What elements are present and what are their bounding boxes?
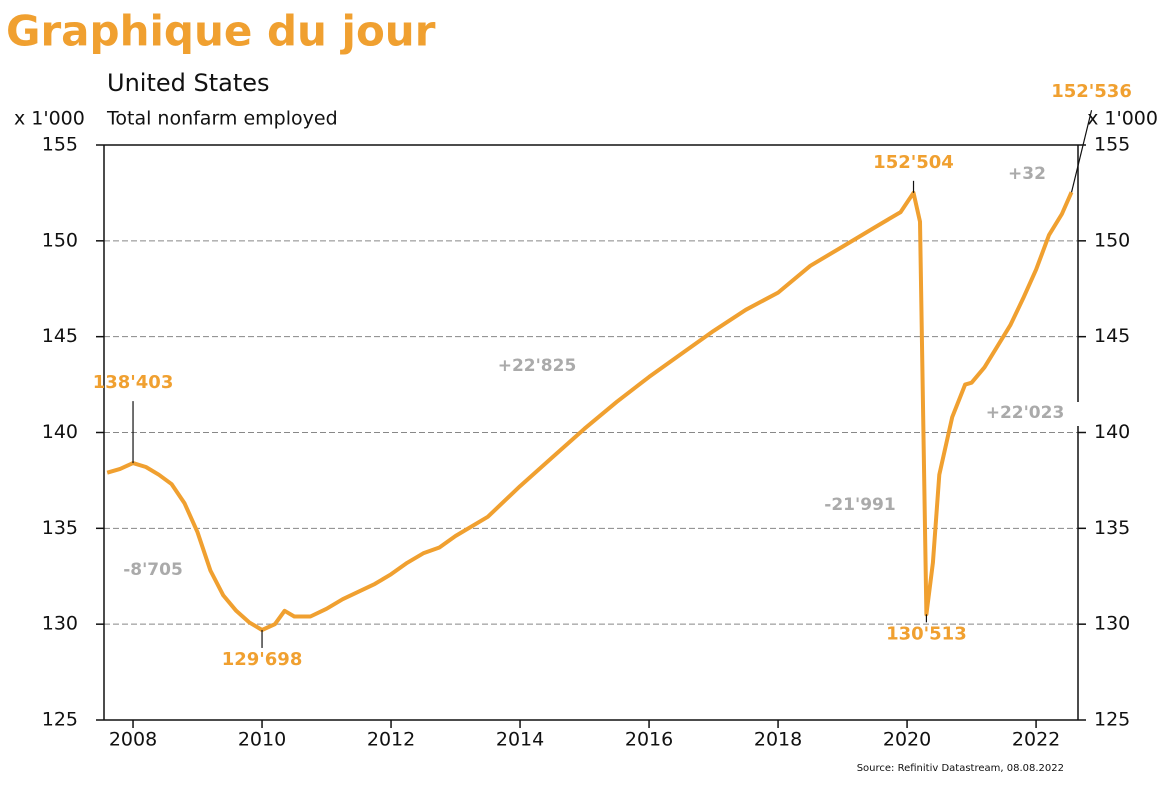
y-tick-label: 140 [42, 421, 78, 443]
change-label: -21'991 [824, 495, 895, 515]
x-tick-label: 2010 [238, 729, 286, 751]
y-axis-label: Total nonfarm employed [106, 108, 338, 130]
y-tick-label: 125 [42, 709, 78, 731]
change-label: +22'023 [986, 403, 1065, 423]
y2-tick-label: 145 [1094, 325, 1130, 347]
y-tick-label: 130 [42, 613, 78, 635]
leader [1070, 110, 1093, 193]
y2-tick-label: 140 [1094, 421, 1130, 443]
y-tick-label: 135 [42, 517, 78, 539]
x-tick-label: 2014 [496, 729, 544, 751]
chart-title: Graphique du jour [6, 7, 436, 56]
unit-label: x 1'000 [14, 108, 85, 130]
y2-tick-label: 155 [1094, 134, 1130, 156]
y-tick-label: 150 [42, 229, 78, 251]
y-tick-label: 145 [42, 325, 78, 347]
x-tick-label: 2008 [109, 729, 157, 751]
point-label: 152'504 [873, 152, 954, 173]
x-tick-label: 2012 [367, 729, 415, 751]
y2-tick-label: 150 [1094, 229, 1130, 251]
y2-tick-label: 130 [1094, 613, 1130, 635]
y2-tick-label: 135 [1094, 517, 1130, 539]
point-label: 129'698 [222, 649, 303, 670]
point-label: 138'403 [93, 372, 174, 393]
y-tick-label: 155 [42, 134, 78, 156]
change-label: +22'825 [498, 356, 577, 376]
point-label: 152'536 [1051, 81, 1132, 102]
source: Source: Refinitiv Datastream, 08.08.2022 [857, 763, 1064, 774]
x-tick-label: 2018 [754, 729, 802, 751]
change-label: +32 [1008, 164, 1046, 184]
x-tick-label: 2022 [1012, 729, 1060, 751]
label-gap [1072, 402, 1084, 426]
y2-tick-label: 125 [1094, 709, 1130, 731]
chart-subtitle: United States [107, 69, 270, 97]
unit-label-right: x 1'000 [1087, 108, 1158, 130]
x-tick-label: 2016 [625, 729, 673, 751]
point-label: 130'513 [886, 623, 967, 644]
line [106, 190, 1074, 632]
change-label: -8'705 [123, 560, 183, 580]
x-tick-label: 2020 [883, 729, 931, 751]
